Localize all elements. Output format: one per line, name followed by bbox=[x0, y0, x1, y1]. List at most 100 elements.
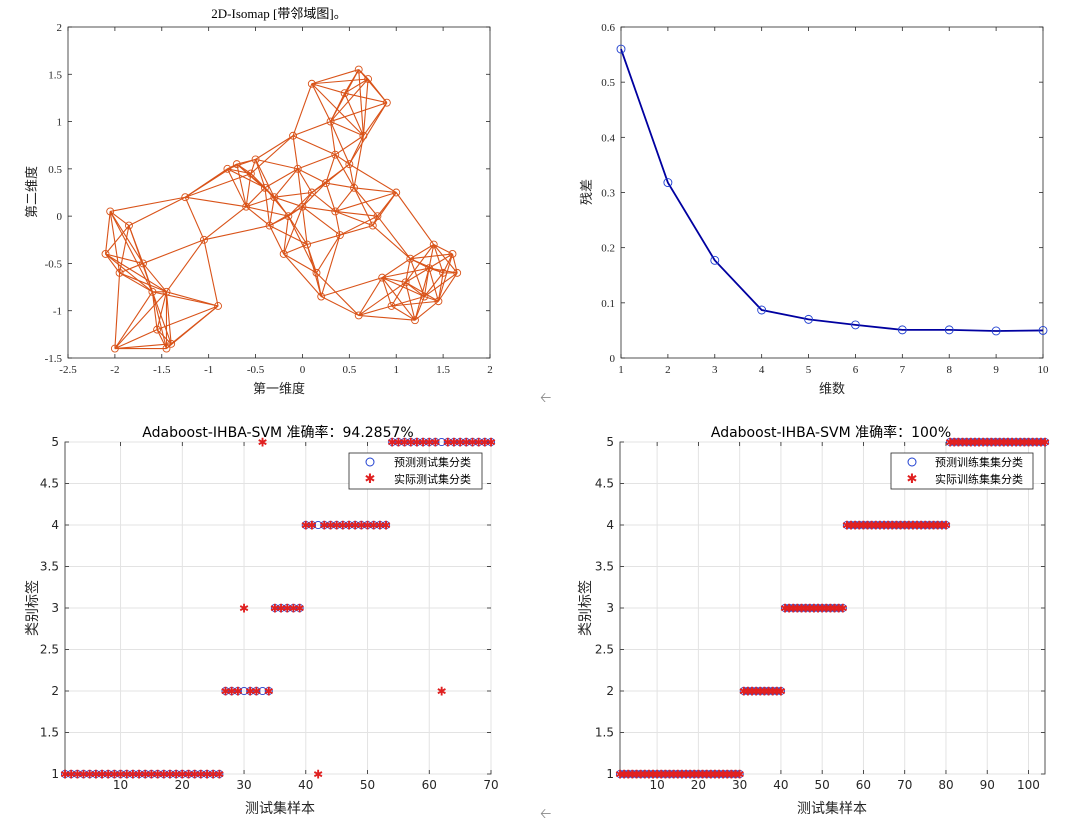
actual-point: ✱ bbox=[863, 519, 873, 533]
isomap-edge bbox=[110, 196, 186, 212]
isomap-edge bbox=[362, 78, 369, 136]
isomap-edge bbox=[358, 314, 416, 321]
predicted-point bbox=[480, 437, 489, 447]
actual-point: ✱ bbox=[871, 519, 881, 533]
actual-point: ✱ bbox=[615, 768, 625, 782]
isomap-edge bbox=[372, 225, 411, 260]
isomap-edge bbox=[105, 253, 144, 264]
isomap-edge bbox=[405, 244, 435, 283]
isomap-edge bbox=[156, 305, 219, 331]
isomap-edge bbox=[353, 187, 397, 194]
y-tick-label: 0.4 bbox=[601, 132, 615, 144]
x-tick-label: 30 bbox=[236, 778, 251, 792]
predicted-point bbox=[752, 686, 761, 696]
isomap-node bbox=[270, 193, 279, 202]
actual-point: ✱ bbox=[681, 768, 691, 782]
residual-x-axis-label: 维数 bbox=[819, 381, 845, 396]
predicted-point bbox=[727, 769, 736, 779]
isomap-edge bbox=[382, 277, 406, 283]
y-tick-label: 0 bbox=[57, 211, 63, 223]
isomap-edge bbox=[156, 291, 168, 330]
predicted-point bbox=[933, 520, 942, 530]
predicted-point bbox=[456, 437, 465, 447]
isomap-edge bbox=[358, 69, 364, 136]
actual-point: ✱ bbox=[344, 519, 354, 533]
predicted-point bbox=[351, 520, 360, 530]
y-tick-label: 3 bbox=[51, 601, 59, 615]
isomap-edge bbox=[170, 305, 219, 345]
actual-point: ✱ bbox=[656, 768, 666, 782]
actual-point: ✱ bbox=[784, 602, 794, 616]
predicted-point bbox=[888, 520, 897, 530]
isomap-edge bbox=[325, 182, 336, 212]
isomap-node bbox=[106, 207, 115, 216]
predicted-point bbox=[97, 769, 107, 779]
predicted-point bbox=[851, 520, 860, 530]
actual-point: ✱ bbox=[702, 768, 712, 782]
actual-point: ✱ bbox=[858, 519, 868, 533]
actual-point: ✱ bbox=[780, 602, 790, 616]
predicted-point bbox=[661, 769, 670, 779]
predicted-point bbox=[122, 769, 131, 779]
collapse-arrow-top-icon[interactable]: 🡠 bbox=[540, 390, 552, 406]
predicted-point bbox=[739, 686, 748, 696]
predicted-point bbox=[657, 769, 666, 779]
actual-point: ✱ bbox=[177, 768, 187, 782]
predicted-point bbox=[698, 769, 707, 779]
isomap-node bbox=[251, 155, 260, 164]
residual-point bbox=[804, 314, 814, 324]
x-tick-label: 3 bbox=[712, 364, 718, 376]
predicted-point bbox=[747, 686, 757, 696]
predicted-point bbox=[406, 437, 415, 447]
actual-point: ✱ bbox=[134, 768, 144, 782]
predicted-point bbox=[79, 769, 88, 779]
isomap-node bbox=[317, 292, 326, 301]
isomap-node bbox=[336, 231, 344, 240]
isomap-edge bbox=[128, 196, 186, 227]
isomap-edge bbox=[119, 272, 153, 293]
predicted-point bbox=[110, 769, 119, 779]
isomap-node bbox=[125, 221, 133, 230]
isomap-edge bbox=[428, 253, 453, 269]
actual-point: ✱ bbox=[400, 436, 410, 450]
actual-point: ✱ bbox=[128, 768, 138, 782]
actual-point: ✱ bbox=[239, 602, 249, 616]
actual-point: ✱ bbox=[644, 768, 654, 782]
actual-point: ✱ bbox=[949, 436, 959, 450]
isomap-edge bbox=[292, 83, 313, 136]
predicted-point bbox=[468, 437, 477, 447]
actual-point: ✱ bbox=[356, 519, 366, 533]
predicted-point bbox=[789, 603, 798, 613]
y-tick-label: 3 bbox=[606, 601, 614, 615]
actual-point: ✱ bbox=[722, 768, 732, 782]
actual-point: ✱ bbox=[772, 685, 782, 699]
predicted-point bbox=[615, 769, 625, 779]
isomap-edge bbox=[353, 187, 374, 226]
actual-point: ✱ bbox=[338, 519, 348, 533]
actual-point: ✱ bbox=[480, 436, 490, 450]
isomap-node bbox=[153, 325, 162, 334]
predicted-point bbox=[950, 437, 959, 447]
predicted-point bbox=[116, 769, 125, 779]
isomap-edge bbox=[114, 272, 121, 349]
isomap-edge bbox=[334, 135, 364, 156]
isomap-node bbox=[350, 183, 358, 192]
actual-point: ✱ bbox=[986, 436, 996, 450]
actual-point: ✱ bbox=[381, 519, 391, 533]
isomap-x-axis-label: 第一维度 bbox=[253, 381, 305, 396]
test-set-legend: 预测测试集分类 ✱ 实际测试集分类 bbox=[348, 452, 483, 490]
actual-point: ✱ bbox=[258, 436, 268, 450]
isomap-edge bbox=[292, 121, 331, 137]
actual-point: ✱ bbox=[648, 768, 658, 782]
predicted-point bbox=[681, 769, 691, 779]
actual-point: ✱ bbox=[78, 768, 88, 782]
isomap-edge bbox=[297, 168, 303, 207]
isomap-edge bbox=[245, 187, 266, 208]
predicted-point bbox=[425, 437, 434, 447]
collapse-arrow-bottom-icon[interactable]: 🡠 bbox=[540, 806, 552, 822]
actual-point: ✱ bbox=[362, 519, 372, 533]
isomap-edge bbox=[297, 168, 313, 193]
isomap-edge bbox=[367, 78, 388, 103]
actual-point: ✱ bbox=[109, 768, 119, 782]
